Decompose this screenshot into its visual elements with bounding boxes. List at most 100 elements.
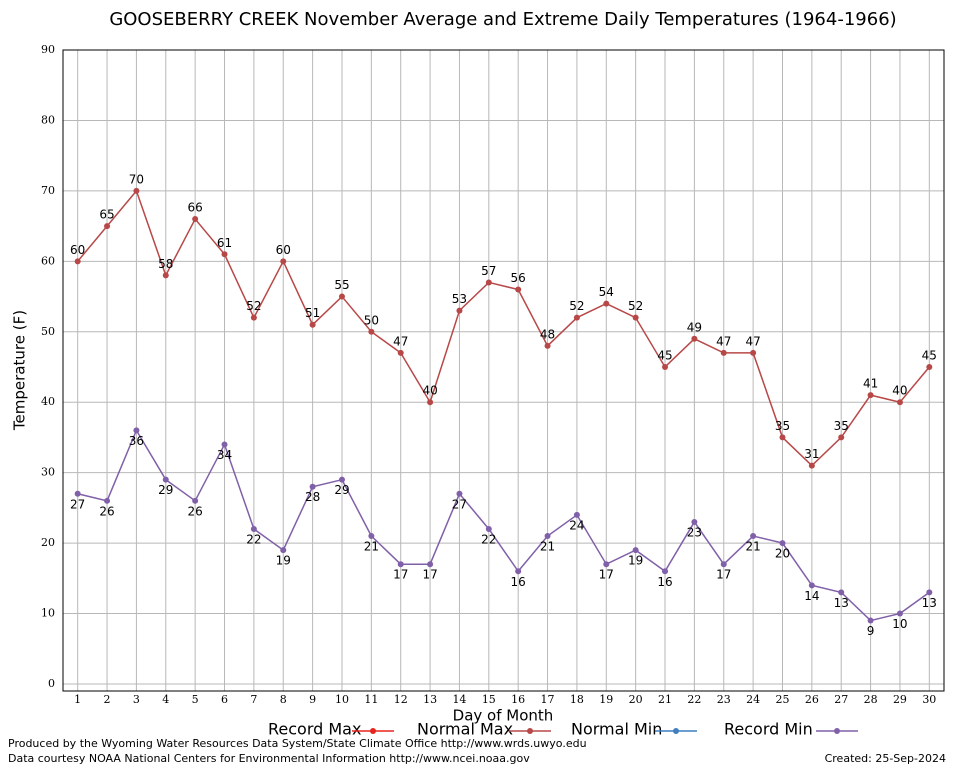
data-label: 66	[188, 201, 203, 215]
data-label: 50	[364, 313, 379, 327]
data-label: 28	[305, 490, 320, 504]
y-tick-label: 10	[41, 607, 55, 620]
data-label: 65	[99, 208, 114, 222]
x-tick-label: 12	[394, 693, 408, 706]
data-point	[221, 251, 228, 258]
chart-title: GOOSEBERRY CREEK November Average and Ex…	[109, 9, 896, 30]
x-tick-label: 18	[570, 693, 584, 706]
data-label: 26	[188, 504, 203, 518]
data-point	[544, 533, 551, 540]
data-label: 17	[393, 568, 408, 582]
data-point	[544, 342, 551, 349]
y-tick-label: 70	[41, 184, 55, 197]
x-tick-label: 26	[805, 693, 819, 706]
legend-label: Normal Min	[571, 720, 662, 739]
data-point	[104, 497, 111, 504]
data-label: 51	[305, 306, 320, 320]
data-point	[192, 497, 199, 504]
data-point	[896, 399, 903, 406]
legend-label: Record Max	[268, 720, 361, 739]
data-label: 20	[775, 547, 790, 561]
data-point	[632, 547, 639, 554]
data-label: 45	[922, 348, 937, 362]
data-point	[779, 434, 786, 441]
data-point	[104, 223, 111, 230]
plot-area	[63, 50, 944, 691]
data-point	[573, 511, 580, 518]
x-axis-label: Day of Month	[453, 707, 554, 725]
data-label: 40	[422, 384, 437, 398]
data-point	[603, 300, 610, 307]
x-tick-label: 9	[309, 693, 316, 706]
legend-marker	[370, 728, 376, 734]
y-tick-label: 0	[48, 677, 55, 690]
x-tick-label: 2	[104, 693, 111, 706]
y-tick-label: 60	[41, 254, 55, 267]
data-point	[192, 216, 199, 223]
x-tick-label: 29	[893, 693, 907, 706]
y-tick-label: 50	[41, 325, 55, 338]
data-label: 17	[599, 568, 614, 582]
data-point	[309, 321, 316, 328]
data-label: 17	[716, 568, 731, 582]
data-point	[603, 561, 610, 568]
x-tick-label: 11	[364, 693, 378, 706]
data-label: 22	[246, 532, 261, 546]
data-point	[750, 533, 757, 540]
data-point	[779, 540, 786, 547]
data-point	[456, 307, 463, 314]
data-label: 29	[334, 483, 349, 497]
data-label: 9	[867, 624, 875, 638]
data-label: 56	[511, 271, 526, 285]
data-point	[250, 525, 257, 532]
data-label: 17	[422, 568, 437, 582]
y-tick-label: 80	[41, 113, 55, 126]
legend-label: Record Min	[724, 720, 813, 739]
x-tick-label: 16	[511, 693, 525, 706]
data-label: 34	[217, 448, 232, 462]
legend-marker	[673, 728, 679, 734]
x-tick-label: 20	[629, 693, 643, 706]
data-label: 52	[628, 299, 643, 313]
data-label: 47	[745, 334, 760, 348]
x-tick-label: 21	[658, 693, 672, 706]
x-tick-label: 24	[746, 693, 760, 706]
legend-marker	[834, 728, 840, 734]
y-tick-label: 90	[41, 43, 55, 56]
data-label: 49	[687, 320, 702, 334]
y-axis-label: Temperature (F)	[11, 310, 29, 431]
data-point	[427, 399, 434, 406]
x-tick-label: 25	[775, 693, 789, 706]
data-label: 16	[657, 575, 672, 589]
data-point	[74, 258, 81, 265]
data-point	[808, 462, 815, 469]
data-label: 35	[775, 419, 790, 433]
data-label: 13	[834, 596, 849, 610]
series-line	[77, 189, 930, 467]
data-point	[368, 533, 375, 540]
data-point	[397, 349, 404, 356]
data-point	[662, 363, 669, 370]
data-point	[368, 328, 375, 335]
data-point	[338, 476, 345, 483]
data-point	[720, 349, 727, 356]
data-label: 36	[129, 434, 144, 448]
data-label: 27	[452, 497, 467, 511]
data-label: 53	[452, 292, 467, 306]
data-point	[485, 525, 492, 532]
data-point	[162, 476, 169, 483]
y-tick-label: 30	[41, 466, 55, 479]
data-label: 26	[99, 504, 114, 518]
data-point	[515, 568, 522, 575]
data-label: 61	[217, 236, 232, 250]
data-point	[632, 314, 639, 321]
data-label: 47	[716, 334, 731, 348]
x-tick-label: 28	[864, 693, 878, 706]
data-label: 70	[129, 172, 144, 186]
data-label: 27	[70, 497, 85, 511]
x-tick-label: 15	[482, 693, 496, 706]
x-tick-label: 7	[250, 693, 257, 706]
data-label: 22	[481, 532, 496, 546]
x-tick-label: 6	[221, 693, 228, 706]
